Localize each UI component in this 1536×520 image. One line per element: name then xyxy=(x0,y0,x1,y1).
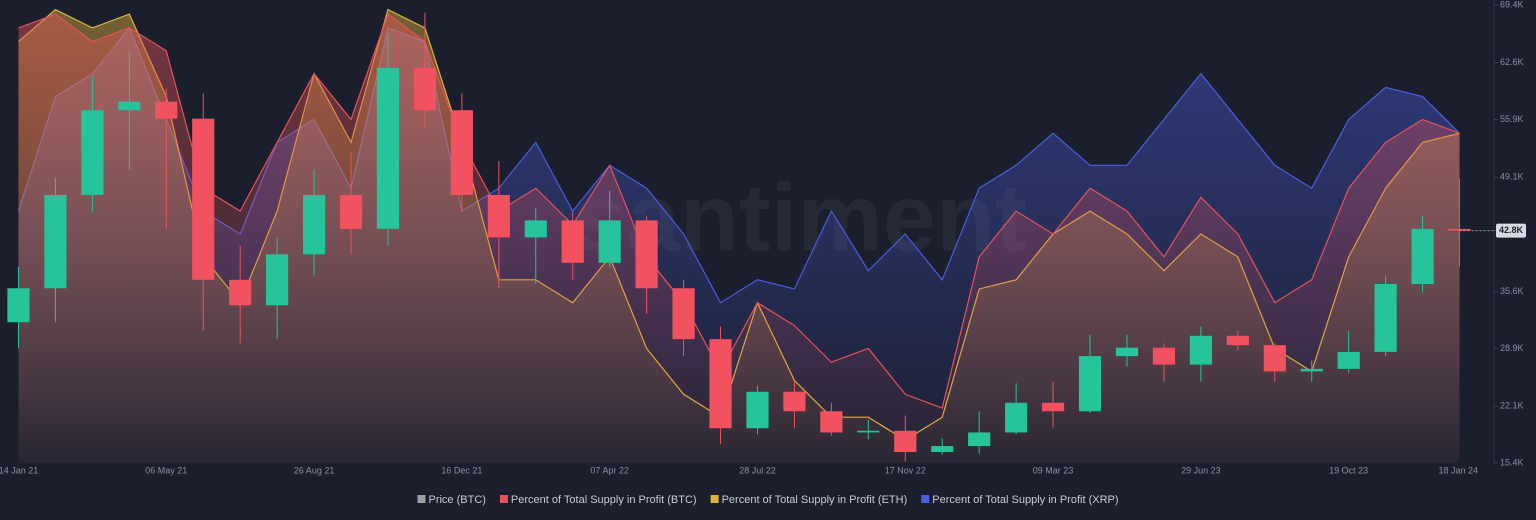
candle-body xyxy=(44,194,67,289)
candle-body xyxy=(1448,228,1471,231)
legend-swatch xyxy=(921,495,930,503)
candle-body xyxy=(672,288,695,340)
candle-body xyxy=(118,101,141,111)
x-tick-label: 14 Jan 21 xyxy=(0,465,38,475)
candle-body xyxy=(229,279,252,306)
y-tick-label: 15.4K xyxy=(1500,457,1524,467)
candle-body xyxy=(1411,228,1434,285)
legend-label: Percent of Total Supply in Profit (ETH) xyxy=(722,494,908,506)
x-tick-label: 29 Jun 23 xyxy=(1181,465,1221,475)
candle-body xyxy=(1300,368,1323,372)
legend-swatch xyxy=(710,495,719,503)
candle-body xyxy=(413,67,437,111)
candle-body xyxy=(783,391,806,412)
legend-label: Percent of Total Supply in Profit (BTC) xyxy=(511,494,697,506)
x-tick-label: 28 Jul 22 xyxy=(739,465,776,475)
y-tick-label: 62.6K xyxy=(1500,57,1524,67)
candle-body xyxy=(524,220,547,238)
candle-body xyxy=(155,101,178,119)
candle-body xyxy=(1374,284,1397,352)
candle-body xyxy=(746,391,769,429)
y-tick-label: 35.6K xyxy=(1500,286,1524,296)
candle-body xyxy=(931,446,954,452)
candle-body xyxy=(1226,335,1249,346)
x-tick-label: 16 Dec 21 xyxy=(441,465,482,475)
candle-body xyxy=(487,194,510,238)
last-price-label: 42.8K xyxy=(1499,225,1524,235)
candle-body xyxy=(266,254,289,306)
candle-body xyxy=(1115,347,1139,357)
candle-body xyxy=(561,220,584,263)
candle-body xyxy=(598,220,621,263)
x-tick-label: 17 Nov 22 xyxy=(885,465,926,475)
x-tick-label: 07 Apr 22 xyxy=(590,465,629,475)
candle-body xyxy=(192,118,215,280)
x-tick-label: 19 Oct 23 xyxy=(1329,465,1368,475)
y-tick-label: 22.1K xyxy=(1500,401,1524,411)
y-tick-label: 69.4K xyxy=(1500,0,1524,9)
candle-body xyxy=(1041,402,1065,412)
x-tick-label: 26 Aug 21 xyxy=(294,465,335,475)
candle-body xyxy=(302,194,326,255)
legend-swatch xyxy=(499,495,508,503)
candle-body xyxy=(820,411,843,433)
candle-body xyxy=(709,339,732,429)
candle-body xyxy=(339,194,363,229)
candle-body xyxy=(1152,347,1176,365)
candle-body xyxy=(1005,402,1028,433)
candle-body xyxy=(1263,345,1286,372)
last-price-tag xyxy=(1496,223,1526,238)
legend-swatch xyxy=(417,495,426,503)
x-tick-label: 06 May 21 xyxy=(145,465,187,475)
line xyxy=(18,13,1460,409)
candle-body xyxy=(857,430,880,433)
candle-body xyxy=(635,220,658,289)
candle-body xyxy=(894,430,917,452)
y-tick-label: 55.9K xyxy=(1500,114,1524,124)
candle-body xyxy=(376,67,400,229)
candle-body xyxy=(1337,351,1360,369)
candle-body xyxy=(450,110,473,195)
legend-label: Price (BTC) xyxy=(428,494,485,506)
candle-body xyxy=(968,432,991,447)
y-tick-label: 28.9K xyxy=(1500,343,1524,353)
legend: Price (BTC) Percent of Total Supply in Pr… xyxy=(417,494,1119,506)
y-tick-label: 49.1K xyxy=(1500,172,1524,182)
x-tick-label: 18 Jan 24 xyxy=(1438,465,1478,475)
legend-label: Percent of Total Supply in Profit (XRP) xyxy=(932,494,1118,506)
x-tick-label: 09 Mar 23 xyxy=(1033,465,1074,475)
candle-body xyxy=(1078,356,1102,412)
candle-body xyxy=(81,110,104,195)
candle-body xyxy=(7,288,30,323)
candle-body xyxy=(1189,335,1212,365)
